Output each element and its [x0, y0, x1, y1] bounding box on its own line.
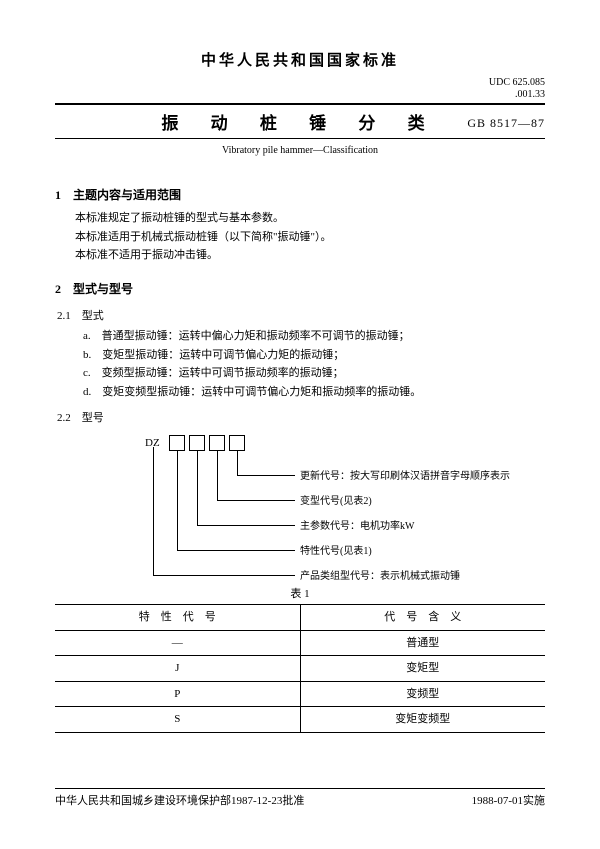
code-box-3: [209, 435, 225, 451]
section-1-body: 本标准规定了振动桩锤的型式与基本参数。 本标准适用于机械式振动桩锤（以下简称"振…: [55, 210, 545, 264]
table-row: S变矩变频型: [55, 707, 545, 733]
code-box-4: [229, 435, 245, 451]
table-1-header-1: 特 性 代 号: [55, 605, 300, 631]
title-row: 振 动 桩 锤 分 类 GB 8517—87: [55, 105, 545, 140]
table-cell: P: [55, 681, 300, 707]
diagram-label-1: 更新代号：按大写印刷体汉语拼音字母顺序表示: [300, 469, 510, 484]
section-1-head: 1 主题内容与适用范围: [55, 186, 545, 204]
header-org: 中华人民共和国国家标准: [55, 50, 545, 73]
model-code-diagram: DZ 更新代号：按大写印刷体汉语拼音字母顺序表示 变型代号(见表2) 主参数代号…: [145, 435, 545, 580]
udc-code: UDC 625.085 .001.33: [455, 77, 545, 101]
section-2-head: 2 型式与型号: [55, 280, 545, 298]
page-footer: 中华人民共和国城乡建设环境保护部1987-12-23批准 1988-07-01实…: [55, 788, 545, 810]
diagram-label-2: 变型代号(见表2): [300, 494, 372, 509]
table-cell: 变频型: [300, 681, 545, 707]
table-cell: 变矩变频型: [300, 707, 545, 733]
subtitle-english: Vibratory pile hammer—Classification: [55, 143, 545, 158]
document-title: 振 动 桩 锤 分 类: [145, 111, 455, 137]
table-cell: S: [55, 707, 300, 733]
section-2-2-head: 2.2 型号: [55, 410, 545, 427]
section-1-p2: 本标准适用于机械式振动桩锤（以下简称"振动锤"）。: [75, 229, 545, 246]
table-row: J变矩型: [55, 656, 545, 682]
header-row: UDC 625.085 .001.33: [55, 77, 545, 105]
section-1-p1: 本标准规定了振动桩锤的型式与基本参数。: [75, 210, 545, 227]
item-d: d. 变矩变频型振动锤：运转中可调节偏心力矩和振动频率的振动锤。: [55, 384, 545, 401]
table-1: 特 性 代 号 代 号 含 义 —普通型J变矩型P变频型S变矩变频型: [55, 604, 545, 733]
table-cell: —: [55, 630, 300, 656]
table-row: P变频型: [55, 681, 545, 707]
table-cell: 普通型: [300, 630, 545, 656]
code-box-2: [189, 435, 205, 451]
diagram-label-3: 主参数代号：电机功率kW: [300, 519, 414, 534]
table-cell: 变矩型: [300, 656, 545, 682]
code-box-1: [169, 435, 185, 451]
standard-number: GB 8517—87: [455, 114, 545, 132]
diagram-label-4: 特性代号(见表1): [300, 544, 372, 559]
table-row: —普通型: [55, 630, 545, 656]
item-c: c. 变频型振动锤：运转中可调节振动频率的振动锤；: [55, 365, 545, 382]
footer-approval: 中华人民共和国城乡建设环境保护部1987-12-23批准: [55, 793, 304, 810]
diagram-label-5: 产品类组型代号：表示机械式振动锤: [300, 569, 460, 584]
section-1-p3: 本标准不适用于振动冲击锤。: [75, 247, 545, 264]
table-1-title: 表 1: [55, 586, 545, 603]
item-b: b. 变矩型振动锤：运转中可调节偏心力矩的振动锤；: [55, 347, 545, 364]
footer-effective: 1988-07-01实施: [472, 793, 545, 810]
section-2-1-head: 2.1 型式: [55, 308, 545, 325]
item-a: a. 普通型振动锤：运转中偏心力矩和振动频率不可调节的振动锤；: [55, 328, 545, 345]
table-cell: J: [55, 656, 300, 682]
table-1-header-2: 代 号 含 义: [300, 605, 545, 631]
